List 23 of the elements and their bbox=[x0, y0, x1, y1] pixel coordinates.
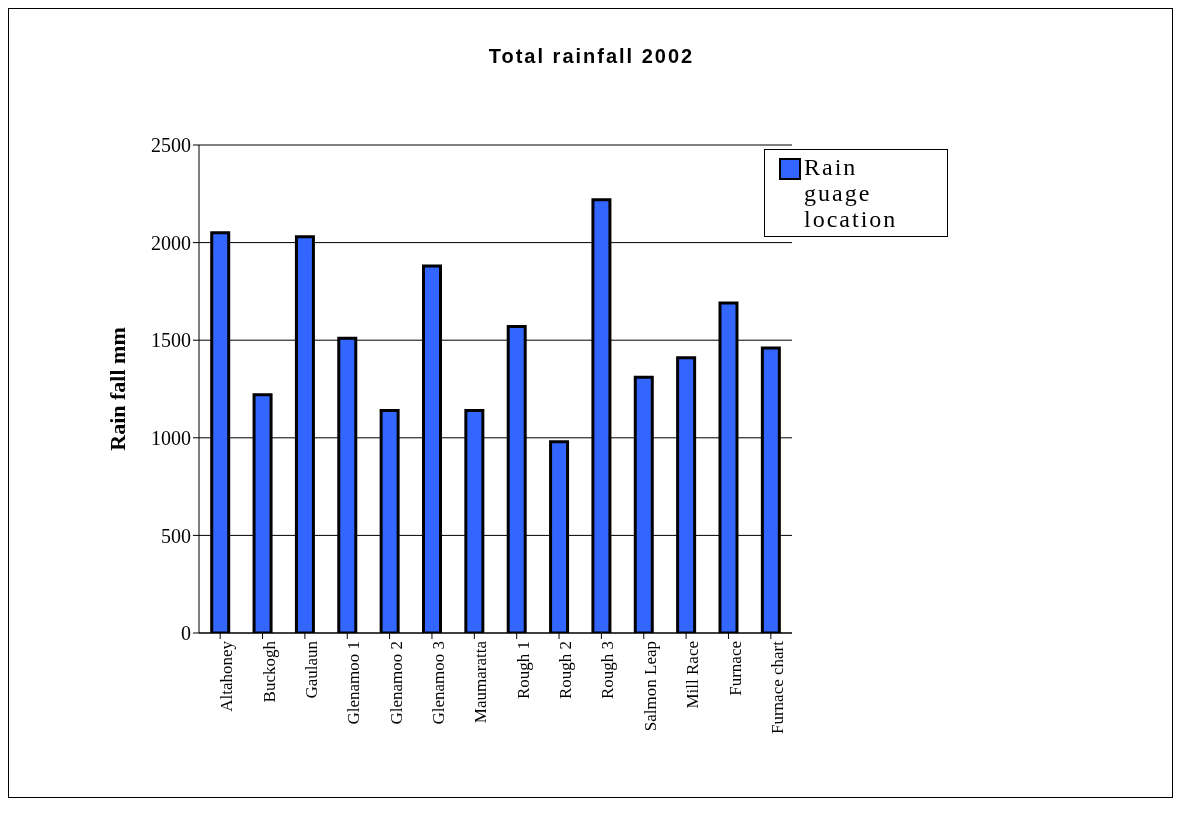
x-tick-label: Glenamoo 3 bbox=[429, 641, 449, 725]
y-tick-label: 2500 bbox=[151, 134, 191, 157]
chart-title: Total rainfall 2002 bbox=[487, 45, 696, 68]
y-tick-label: 500 bbox=[161, 524, 191, 547]
y-tick-label: 0 bbox=[181, 622, 191, 645]
x-tick-label: Altahoney bbox=[217, 640, 237, 712]
x-tick-label: Furnace chart bbox=[767, 640, 787, 734]
x-tick-label: Mill Race bbox=[683, 641, 703, 709]
x-tick-label: Rough 2 bbox=[556, 641, 576, 700]
x-tick-label: Rough 1 bbox=[513, 641, 533, 700]
x-tick-label: Rough 3 bbox=[598, 641, 618, 700]
y-tick-label: 1000 bbox=[151, 426, 191, 449]
x-tick-label: Glenamoo 1 bbox=[344, 641, 364, 725]
x-tick-label: Buckogh bbox=[259, 640, 279, 703]
x-tick-label: Furnace bbox=[725, 641, 745, 696]
legend-label: Rain guage location bbox=[804, 154, 899, 232]
x-tick-label: Gaulaun bbox=[301, 640, 321, 699]
x-tick-label: Maumaratta bbox=[471, 640, 491, 724]
y-tick-label: 2000 bbox=[151, 231, 191, 254]
y-axis-title: Rain fall mm bbox=[104, 327, 130, 451]
y-tick-label: 1500 bbox=[151, 329, 191, 352]
x-tick-label: Salmon Leap bbox=[640, 641, 660, 732]
x-tick-label: Glenamoo 2 bbox=[386, 641, 406, 725]
